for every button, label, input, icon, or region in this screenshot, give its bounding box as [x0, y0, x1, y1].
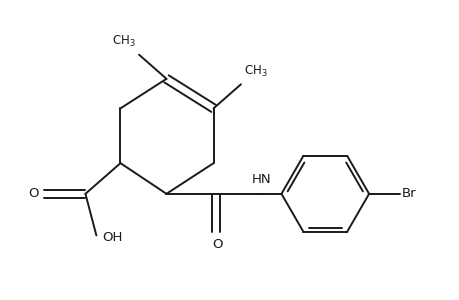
Text: OH: OH: [101, 231, 122, 244]
Text: O: O: [28, 187, 38, 200]
Text: O: O: [212, 238, 223, 250]
Text: CH$_3$: CH$_3$: [244, 64, 267, 79]
Text: CH$_3$: CH$_3$: [112, 34, 135, 49]
Text: Br: Br: [401, 187, 416, 200]
Text: HN: HN: [252, 173, 271, 186]
